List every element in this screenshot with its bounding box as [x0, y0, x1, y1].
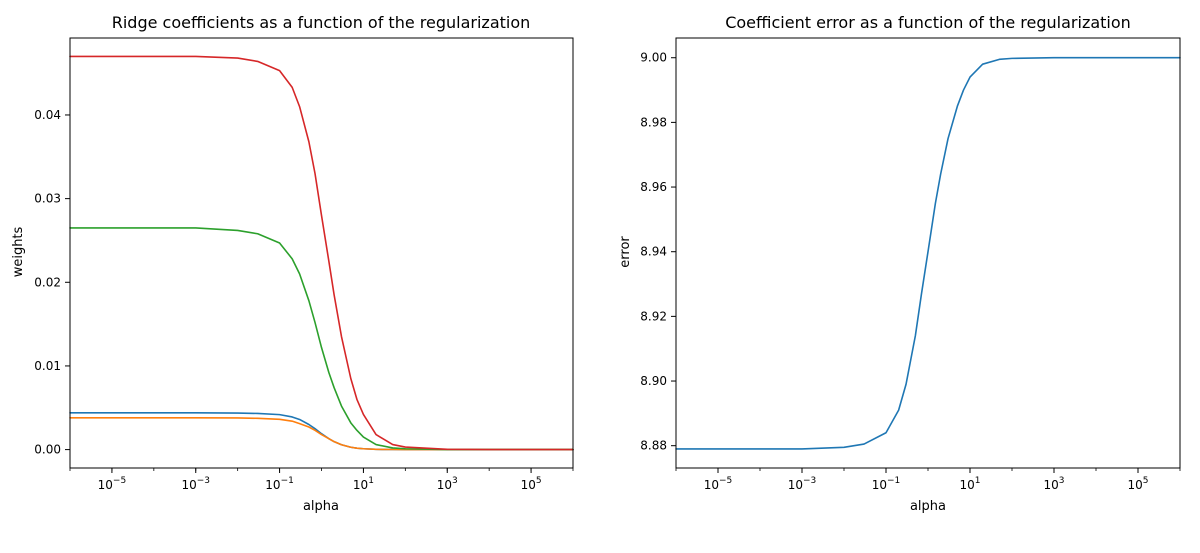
x-tick-label: 10−3: [181, 476, 210, 492]
y-tick-label: 0.03: [34, 192, 61, 206]
x-tick-label: 103: [437, 476, 458, 492]
x-tick-label: 10−1: [265, 476, 294, 492]
x-tick-label: 10−1: [872, 476, 901, 492]
x-axis-label: alpha: [303, 499, 339, 514]
ridge-coefficients-chart: Ridge coefficients as a function of the …: [11, 13, 574, 514]
chart-title: Coefficient error as a function of the r…: [725, 13, 1131, 32]
y-tick-label: 8.88: [640, 439, 667, 453]
y-tick-label: 8.92: [640, 309, 667, 323]
x-tick-label: 10−3: [788, 476, 817, 492]
x-axis-label: alpha: [910, 499, 946, 514]
y-tick-label: 0.02: [34, 275, 61, 289]
y-tick-label: 8.90: [640, 374, 667, 388]
coefficient-error-chart: Coefficient error as a function of the r…: [618, 13, 1181, 514]
x-tick-label: 105: [1127, 476, 1148, 492]
y-tick-label: 0.00: [34, 443, 61, 457]
y-tick-label: 8.94: [640, 245, 667, 259]
x-tick-label: 101: [353, 476, 374, 492]
y-tick-label: 8.96: [640, 180, 667, 194]
series-line-0: [675, 56, 1181, 450]
y-tick-label: 9.00: [640, 51, 667, 65]
plot-area: 10−5 10−3 10−1 101 103 105 0.00 0.01 0.02 0.03 0.0…: [34, 37, 574, 492]
series-line-2: [69, 227, 574, 451]
x-tick-label: 10−5: [704, 476, 733, 492]
y-tick-label: 8.98: [640, 115, 667, 129]
chart-title: Ridge coefficients as a function of the …: [112, 13, 531, 32]
y-tick-label: 0.01: [34, 359, 61, 373]
plot-area: 10−5 10−3 10−1 101 103 105 8.88 8.90 8.92 8.94 8.9…: [640, 37, 1181, 492]
y-axis-label: weights: [11, 226, 26, 277]
series-line-1: [69, 417, 574, 451]
y-axis-label: error: [618, 236, 633, 268]
x-tick-label: 105: [521, 476, 542, 492]
x-tick-label: 101: [959, 476, 980, 492]
series-line-3: [69, 55, 574, 451]
axes-frame: [69, 37, 574, 469]
y-tick-label: 0.04: [34, 108, 61, 122]
x-tick-label: 10−5: [98, 476, 127, 492]
x-tick-label: 103: [1043, 476, 1064, 492]
